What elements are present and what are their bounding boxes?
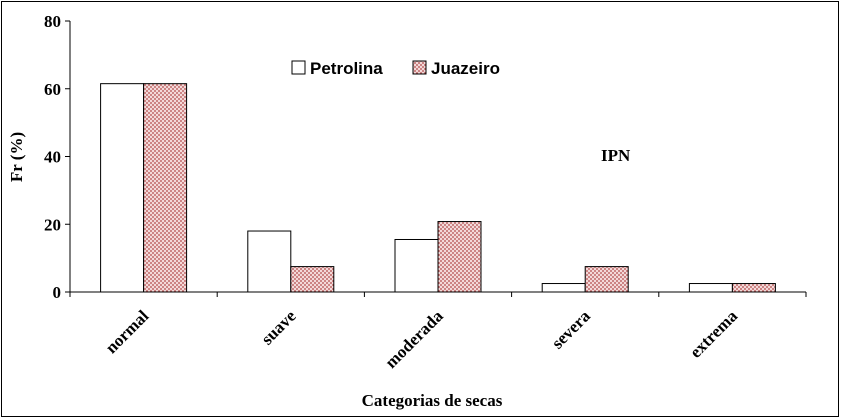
legend-label-juazeiro: Juazeiro <box>431 59 500 78</box>
bar-petrolina-normal <box>100 83 145 293</box>
y-tick-label: 60 <box>44 80 61 99</box>
legend-label-petrolina: Petrolina <box>310 59 383 78</box>
y-tick-label: 20 <box>44 215 61 234</box>
category-label-severa: severa <box>548 306 594 352</box>
bar-petrolina-severa <box>541 283 586 293</box>
x-axis-label: Categorias de secas <box>362 391 503 410</box>
category-label-suave: suave <box>257 306 299 348</box>
category-label-extrema: extrema <box>686 306 742 362</box>
category-label-normal: normal <box>102 306 153 357</box>
bar-petrolina-moderada <box>394 238 439 293</box>
bar-juazeiro-moderada <box>437 221 482 293</box>
bars <box>100 83 776 293</box>
bar-juazeiro-suave <box>290 266 335 293</box>
y-tick-label: 0 <box>53 283 62 302</box>
y-tick-label: 80 <box>44 12 61 31</box>
y-axis-label: Fr (%) <box>7 132 26 182</box>
bar-petrolina-suave <box>247 230 292 293</box>
y-tick-label: 40 <box>44 148 61 167</box>
bar-juazeiro-normal <box>143 83 188 293</box>
bar-petrolina-extrema <box>688 283 733 293</box>
ipn-annotation: IPN <box>601 146 631 165</box>
bar-juazeiro-severa <box>584 266 629 293</box>
legend-swatch-juazeiro <box>412 60 427 75</box>
legend: Petrolina Juazeiro <box>291 59 500 78</box>
bar-juazeiro-extrema <box>731 283 776 293</box>
legend-swatch-petrolina <box>291 60 306 75</box>
category-label-moderada: moderada <box>381 306 447 372</box>
